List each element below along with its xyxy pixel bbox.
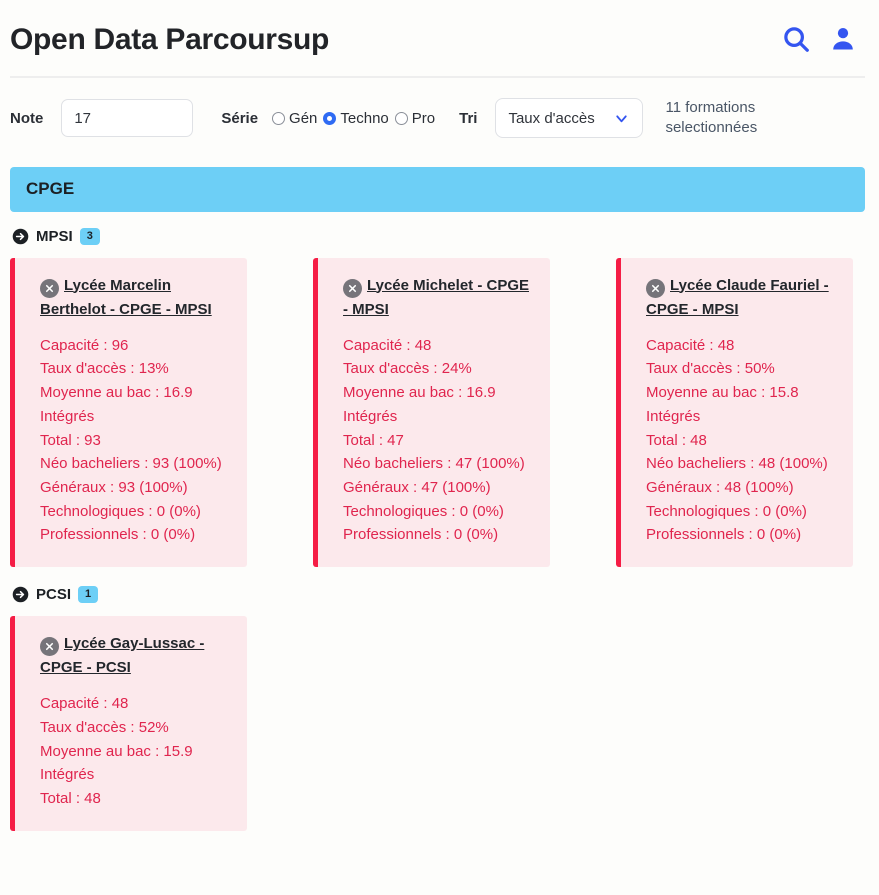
card-line-taux-acces: Taux d'accès : 50% — [646, 360, 775, 378]
card-line-capacite: Capacité : 96 — [40, 336, 129, 354]
filter-bar: Note Série Gén Techno Pro Tri Taux d'acc… — [0, 78, 879, 139]
card-line-professionnels: Professionnels : 0 (0%) — [343, 526, 499, 544]
formation-card[interactable]: Lycée Gay-Lussac - CPGE - PCSI Capacité … — [10, 615, 247, 831]
card-line-taux-acces: Taux d'accès : 13% — [40, 360, 169, 378]
card-title[interactable]: Lycée Marcelin Berthelot - CPGE - MPSI — [40, 276, 212, 318]
card-line-taux-acces: Taux d'accès : 24% — [343, 360, 472, 378]
radio-label-techno: Techno — [340, 109, 389, 127]
radio-label-pro: Pro — [411, 109, 436, 127]
card-line-neo-bacheliers: Néo bacheliers : 93 (100%) — [40, 455, 222, 473]
card-row-pcsi: Lycée Gay-Lussac - CPGE - PCSI Capacité … — [10, 615, 879, 831]
card-line-neo-bacheliers: Néo bacheliers : 48 (100%) — [646, 455, 828, 473]
card-header: Lycée Marcelin Berthelot - CPGE - MPSI — [40, 274, 235, 321]
card-title[interactable]: Lycée Gay-Lussac - CPGE - PCSI — [40, 634, 205, 676]
subsection-count-badge: 3 — [79, 227, 100, 245]
chevron-down-icon — [613, 110, 630, 127]
card-line-capacite: Capacité : 48 — [40, 695, 129, 713]
card-title[interactable]: Lycée Michelet - CPGE - MPSI — [343, 276, 529, 318]
card-line-generaux: Généraux : 47 (100%) — [343, 478, 491, 496]
page-title: Open Data Parcoursup — [10, 22, 330, 56]
note-label: Note — [10, 109, 44, 127]
header-divider — [10, 76, 865, 78]
close-icon[interactable] — [40, 636, 59, 656]
card-header: Lycée Michelet - CPGE - MPSI — [343, 274, 538, 321]
selection-count: 11 formations selectionnées — [665, 99, 758, 137]
note-input[interactable] — [61, 99, 194, 138]
close-icon[interactable] — [343, 278, 362, 298]
card-body: Capacité : 48 Taux d'accès : 52% Moyenne… — [40, 692, 235, 810]
card-line-moyenne-bac: Moyenne au bac : 15.9 — [40, 742, 193, 760]
card-body: Capacité : 96 Taux d'accès : 13% Moyenne… — [40, 334, 235, 547]
card-line-total: Total : 47 — [343, 431, 404, 449]
radio-dot-gen[interactable] — [272, 111, 286, 125]
serie-radio-group: Gén Techno Pro — [272, 110, 435, 127]
subsection-title: MPSI — [36, 227, 73, 245]
header-icon-group — [781, 24, 865, 54]
close-icon[interactable] — [646, 278, 665, 298]
search-icon[interactable] — [781, 24, 811, 54]
arrow-circle-right-icon — [12, 228, 29, 245]
user-account-icon[interactable] — [829, 25, 857, 53]
card-line-moyenne-bac: Moyenne au bac : 16.9 — [40, 384, 193, 402]
card-line-integres: Intégrés — [343, 407, 398, 425]
card-line-capacite: Capacité : 48 — [343, 336, 432, 354]
card-line-integres: Intégrés — [646, 407, 701, 425]
sort-select-value: Taux d'accès — [508, 109, 595, 127]
card-line-professionnels: Professionnels : 0 (0%) — [646, 526, 802, 544]
card-line-moyenne-bac: Moyenne au bac : 15.8 — [646, 384, 799, 402]
card-line-total: Total : 48 — [40, 789, 101, 807]
radio-option-gen[interactable]: Gén — [272, 110, 317, 127]
card-line-technologiques: Technologiques : 0 (0%) — [40, 502, 201, 520]
card-line-total: Total : 48 — [646, 431, 707, 449]
card-line-total: Total : 93 — [40, 431, 101, 449]
section-banner-title: CPGE — [26, 179, 75, 198]
card-body: Capacité : 48 Taux d'accès : 50% Moyenne… — [646, 334, 841, 547]
subsection-title: PCSI — [36, 585, 72, 603]
tri-label: Tri — [459, 109, 478, 127]
formation-card[interactable]: Lycée Marcelin Berthelot - CPGE - MPSI C… — [10, 257, 247, 567]
card-line-technologiques: Technologiques : 0 (0%) — [646, 502, 807, 520]
card-title[interactable]: Lycée Claude Fauriel - CPGE - MPSI — [646, 276, 829, 318]
arrow-circle-right-icon — [12, 586, 29, 603]
sort-select[interactable]: Taux d'accès — [495, 98, 644, 139]
section-banner-cpge: CPGE — [10, 166, 865, 212]
app-header: Open Data Parcoursup — [0, 0, 879, 62]
card-line-moyenne-bac: Moyenne au bac : 16.9 — [343, 384, 496, 402]
formation-card[interactable]: Lycée Michelet - CPGE - MPSI Capacité : … — [313, 257, 550, 567]
radio-dot-techno[interactable] — [323, 111, 337, 125]
radio-option-pro[interactable]: Pro — [394, 109, 436, 127]
card-header: Lycée Claude Fauriel - CPGE - MPSI — [646, 274, 841, 321]
subsection-header-mpsi[interactable]: MPSI 3 — [12, 227, 879, 245]
card-line-technologiques: Technologiques : 0 (0%) — [343, 502, 504, 520]
card-line-professionnels: Professionnels : 0 (0%) — [40, 526, 196, 544]
card-header: Lycée Gay-Lussac - CPGE - PCSI — [40, 632, 235, 679]
radio-option-techno[interactable]: Techno — [323, 109, 389, 127]
subsection-header-pcsi[interactable]: PCSI 1 — [12, 585, 879, 603]
card-row-mpsi: Lycée Marcelin Berthelot - CPGE - MPSI C… — [10, 257, 879, 567]
serie-label: Série — [221, 109, 259, 127]
card-line-generaux: Généraux : 48 (100%) — [646, 478, 794, 496]
close-icon[interactable] — [40, 278, 59, 298]
formation-card[interactable]: Lycée Claude Fauriel - CPGE - MPSI Capac… — [616, 257, 853, 567]
radio-label-gen: Gén — [289, 109, 318, 127]
card-line-integres: Intégrés — [40, 407, 95, 425]
card-line-integres: Intégrés — [40, 766, 95, 784]
subsection-count-badge: 1 — [78, 585, 99, 603]
card-line-taux-acces: Taux d'accès : 52% — [40, 718, 169, 736]
card-line-generaux: Généraux : 93 (100%) — [40, 478, 188, 496]
radio-dot-pro[interactable] — [394, 111, 408, 125]
card-body: Capacité : 48 Taux d'accès : 24% Moyenne… — [343, 334, 538, 547]
card-line-neo-bacheliers: Néo bacheliers : 47 (100%) — [343, 455, 525, 473]
card-line-capacite: Capacité : 48 — [646, 336, 735, 354]
